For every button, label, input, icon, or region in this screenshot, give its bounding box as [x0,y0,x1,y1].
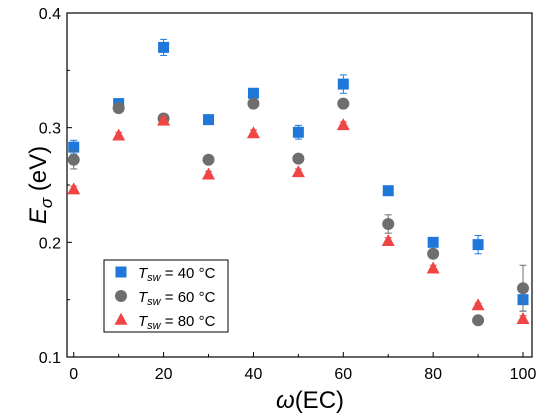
data-point [382,185,394,197]
x-tick-label: 60 [334,366,352,383]
series-circle [67,97,530,327]
data-point [516,311,530,324]
data-marks [67,38,530,327]
legend-marker-square [115,266,127,278]
data-point [112,102,125,115]
data-point [381,233,395,246]
x-axis-title: ω(EC) [276,387,344,414]
data-point [158,41,170,53]
data-point [337,97,350,110]
legend-label-60: Tsw = 60 °C [138,289,216,308]
legend-label-80: Tsw = 80 °C [138,313,216,332]
data-point [426,261,440,274]
x-tick-label: 80 [424,366,442,383]
legend-marker-circle [115,290,127,302]
data-point [427,247,440,260]
data-point [203,114,215,126]
data-point [68,141,80,153]
legend: Tsw = 40 °C Tsw = 60 °C Tsw = 80 °C [103,259,229,333]
y-axis-ticks: 0.1 0.2 0.3 0.4 [39,6,72,367]
data-point [67,153,80,166]
data-point [292,126,304,138]
data-point [336,118,350,131]
data-point [246,126,260,139]
legend-label-40: Tsw = 40 °C [138,265,216,284]
legend-marker-triangle [114,312,128,325]
x-tick-label: 20 [155,366,173,383]
data-point [247,97,260,110]
data-point [291,165,305,178]
data-point [472,314,485,327]
data-point [337,78,349,90]
x-tick-label: 100 [510,366,537,383]
data-point [517,282,530,295]
data-point [292,152,305,165]
data-point [67,182,81,195]
x-tick-label: 0 [69,366,78,383]
data-point [247,87,259,99]
data-point [112,128,126,141]
y-tick-label: 0.4 [39,6,61,23]
data-point [202,167,216,180]
x-tick-label: 40 [245,366,263,383]
x-axis-ticks: 0 20 40 60 80 100 [69,352,536,383]
series-triangle [67,113,530,324]
data-point [427,236,439,248]
data-point [472,239,484,251]
y-tick-label: 0.2 [39,235,61,252]
data-point [382,217,395,230]
data-point [471,298,485,311]
data-point [202,153,215,166]
y-tick-label: 0.1 [39,350,61,367]
y-axis-title: Eσ (eV) [25,146,56,224]
y-tick-label: 0.3 [39,121,61,138]
data-point [157,113,171,126]
